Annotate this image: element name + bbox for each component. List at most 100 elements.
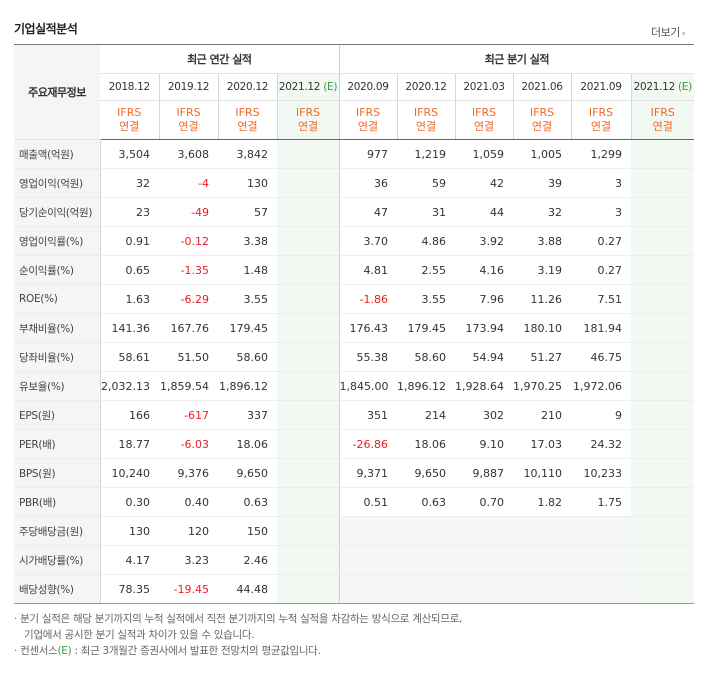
period-header: 2020.12 <box>396 73 456 101</box>
value-cell: -617 <box>159 400 218 430</box>
value-cell <box>397 516 456 546</box>
financial-summary-table: 주요재무정보 최근 연간 실적 최근 분기 실적 2018.12 2019.12 2… <box>14 44 695 604</box>
row-label: EPS(원) <box>14 400 100 430</box>
value-cell: 3 <box>571 168 632 198</box>
value-cell: 3.92 <box>455 226 514 256</box>
value-cell: 130 <box>218 168 277 198</box>
row-label: 시가배당률(%) <box>14 545 100 575</box>
value-cell: 3.38 <box>218 226 277 256</box>
value-cell: 141.36 <box>99 313 159 343</box>
table-row: 영업이익률(%) 0.91 -0.12 3.38 3.70 4.86 3.92 3.88 0.2… <box>14 226 695 256</box>
value-cell: 3.19 <box>513 255 572 285</box>
ifrs-top: IFRS <box>588 106 614 119</box>
value-cell: 4.81 <box>338 255 398 285</box>
value-cell: 11.26 <box>513 284 572 314</box>
value-cell <box>631 516 695 546</box>
value-cell: 36 <box>338 168 398 198</box>
row-label: 당좌비율(%) <box>14 342 100 372</box>
value-cell: 1,059 <box>455 139 514 169</box>
row-label: PER(배) <box>14 429 100 459</box>
value-cell: 18.06 <box>218 429 277 459</box>
value-cell: 42 <box>455 168 514 198</box>
value-cell: 1.75 <box>571 487 632 517</box>
value-cell: -6.03 <box>159 429 218 459</box>
value-cell <box>571 574 632 604</box>
table-row: 유보율(%) 2,032.13 1,859.54 1,896.12 1,845.00 1,… <box>14 371 695 401</box>
more-label: 더보기 <box>651 26 680 39</box>
value-cell: 1,896.12 <box>218 371 277 401</box>
value-cell: 55.38 <box>338 342 398 372</box>
value-cell <box>277 197 340 227</box>
value-cell <box>631 342 695 372</box>
value-cell <box>631 197 695 227</box>
footnote-2: · 컨센서스(E) : 최근 3개월간 증권사에서 발표한 전망치의 평균값입니… <box>14 643 462 659</box>
value-cell: 2.55 <box>397 255 456 285</box>
footnote-2-text: : 최근 3개월간 증권사에서 발표한 전망치의 평균값입니다. <box>71 645 321 657</box>
value-cell <box>631 168 695 198</box>
value-cell: -1.86 <box>338 284 398 314</box>
more-link[interactable]: 더보기 › <box>651 24 686 40</box>
row-label: 매출액(억원) <box>14 139 100 169</box>
value-cell: 47 <box>338 197 398 227</box>
value-cell: 4.16 <box>455 255 514 285</box>
value-cell: 31 <box>397 197 456 227</box>
value-cell: 3.88 <box>513 226 572 256</box>
value-cell: -6.29 <box>159 284 218 314</box>
table-row: 부채비율(%) 141.36 167.76 179.45 176.43 179.45 173… <box>14 313 695 343</box>
period-text: 2021.12 <box>278 81 324 93</box>
table-row: ROE(%) 1.63 -6.29 3.55 -1.86 3.55 7.96 11.26 7.5… <box>14 284 695 314</box>
value-cell: 351 <box>338 400 398 430</box>
ifrs-bottom: 연결 <box>590 120 612 133</box>
value-cell: 176.43 <box>338 313 398 343</box>
value-cell <box>277 400 340 430</box>
ifrs-top: IFRS <box>117 106 142 119</box>
table-row: 시가배당률(%) 4.17 3.23 2.46 <box>14 545 695 575</box>
ifrs-label: IFRS 연결 <box>276 100 340 140</box>
value-cell <box>338 574 398 604</box>
value-cell <box>631 545 695 575</box>
value-cell: -4 <box>159 168 218 198</box>
row-label: BPS(원) <box>14 458 100 488</box>
value-cell: 57 <box>218 197 277 227</box>
value-cell: 0.27 <box>571 255 632 285</box>
value-cell: 1,219 <box>397 139 456 169</box>
table-row: 당기순이익(억원) 23 -49 57 47 31 44 32 3 <box>14 197 695 227</box>
value-cell: 1,005 <box>513 139 572 169</box>
table-row: 영업이익(억원) 32 -4 130 36 59 42 39 3 <box>14 168 695 198</box>
value-cell: 10,233 <box>571 458 632 488</box>
value-cell: 58.60 <box>397 342 456 372</box>
ifrs-bottom: 연결 <box>119 120 140 133</box>
value-cell: -0.12 <box>159 226 218 256</box>
value-cell <box>571 516 632 546</box>
value-cell: 51.50 <box>159 342 218 372</box>
value-cell <box>338 545 398 575</box>
value-cell <box>455 545 514 575</box>
value-cell <box>455 574 514 604</box>
row-label: 영업이익률(%) <box>14 226 100 256</box>
period-header: 2018.12 <box>100 73 159 101</box>
value-cell <box>277 139 340 169</box>
value-cell <box>631 574 695 604</box>
value-cell: 120 <box>159 516 218 546</box>
value-cell <box>631 255 695 285</box>
estimate-marker: (E) <box>323 81 338 93</box>
value-cell: 1,859.54 <box>159 371 218 401</box>
value-cell: 51.27 <box>513 342 572 372</box>
ifrs-top: IFRS <box>235 106 260 119</box>
quarter-group-header: 최근 분기 실적 <box>338 44 695 74</box>
ifrs-bottom: 연결 <box>531 120 553 133</box>
ifrs-label: IFRS 연결 <box>570 100 632 140</box>
value-cell: 32 <box>99 168 159 198</box>
value-cell: 1,972.06 <box>571 371 632 401</box>
value-cell: 0.65 <box>99 255 159 285</box>
value-cell <box>513 516 572 546</box>
value-cell <box>631 313 695 343</box>
ifrs-top: IFRS <box>650 106 675 119</box>
value-cell <box>277 313 340 343</box>
section-title: 기업실적분석 <box>14 22 78 36</box>
value-cell: 3,842 <box>218 139 277 169</box>
value-cell <box>631 400 695 430</box>
value-cell: 54.94 <box>455 342 514 372</box>
value-cell: 9 <box>571 400 632 430</box>
value-cell: 3.23 <box>159 545 218 575</box>
